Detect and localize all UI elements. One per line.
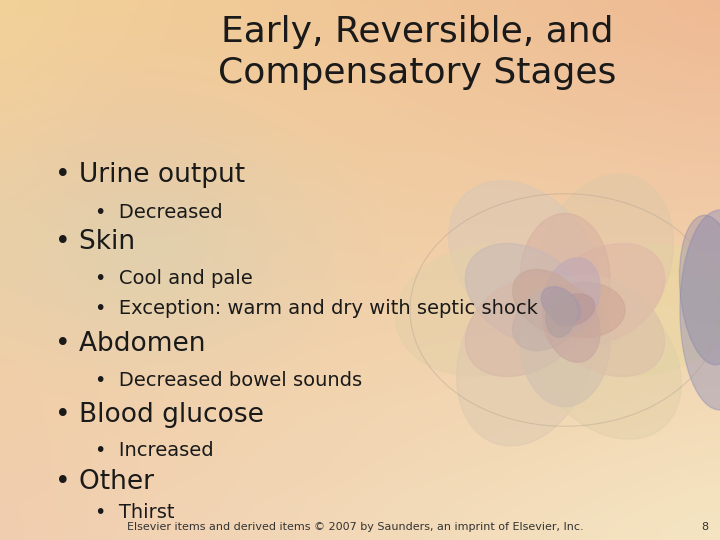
Text: • Blood glucose: • Blood glucose: [55, 402, 264, 428]
Ellipse shape: [680, 210, 720, 410]
Text: •  Cool and pale: • Cool and pale: [95, 269, 253, 288]
Text: • Skin: • Skin: [55, 229, 135, 255]
Ellipse shape: [536, 174, 673, 349]
Ellipse shape: [396, 244, 575, 376]
Ellipse shape: [556, 244, 720, 376]
Text: • Other: • Other: [55, 469, 154, 495]
Ellipse shape: [541, 287, 581, 323]
Text: •  Exception: warm and dry with septic shock: • Exception: warm and dry with septic sh…: [95, 299, 538, 318]
Ellipse shape: [449, 181, 601, 342]
Ellipse shape: [520, 276, 610, 407]
Ellipse shape: [513, 286, 585, 350]
Ellipse shape: [528, 278, 681, 439]
Text: • Urine output: • Urine output: [55, 162, 245, 188]
Ellipse shape: [456, 271, 593, 446]
Text: 8: 8: [701, 522, 708, 532]
Ellipse shape: [544, 244, 665, 345]
Ellipse shape: [546, 293, 576, 337]
Ellipse shape: [545, 282, 625, 338]
Text: •  Thirst: • Thirst: [95, 503, 174, 522]
Ellipse shape: [552, 294, 595, 326]
Ellipse shape: [680, 215, 720, 364]
Ellipse shape: [542, 258, 600, 336]
Ellipse shape: [544, 275, 665, 376]
Text: •  Decreased: • Decreased: [95, 203, 222, 222]
Ellipse shape: [542, 285, 600, 362]
Text: Early, Reversible, and
Compensatory Stages: Early, Reversible, and Compensatory Stag…: [218, 15, 617, 90]
Ellipse shape: [520, 213, 610, 343]
Ellipse shape: [513, 269, 585, 334]
Text: •  Decreased bowel sounds: • Decreased bowel sounds: [95, 371, 362, 390]
Ellipse shape: [465, 244, 587, 345]
Text: •  Increased: • Increased: [95, 441, 214, 460]
Text: • Abdomen: • Abdomen: [55, 331, 205, 357]
Ellipse shape: [465, 275, 587, 376]
Text: Elsevier items and derived items © 2007 by Saunders, an imprint of Elsevier, Inc: Elsevier items and derived items © 2007 …: [127, 522, 583, 532]
